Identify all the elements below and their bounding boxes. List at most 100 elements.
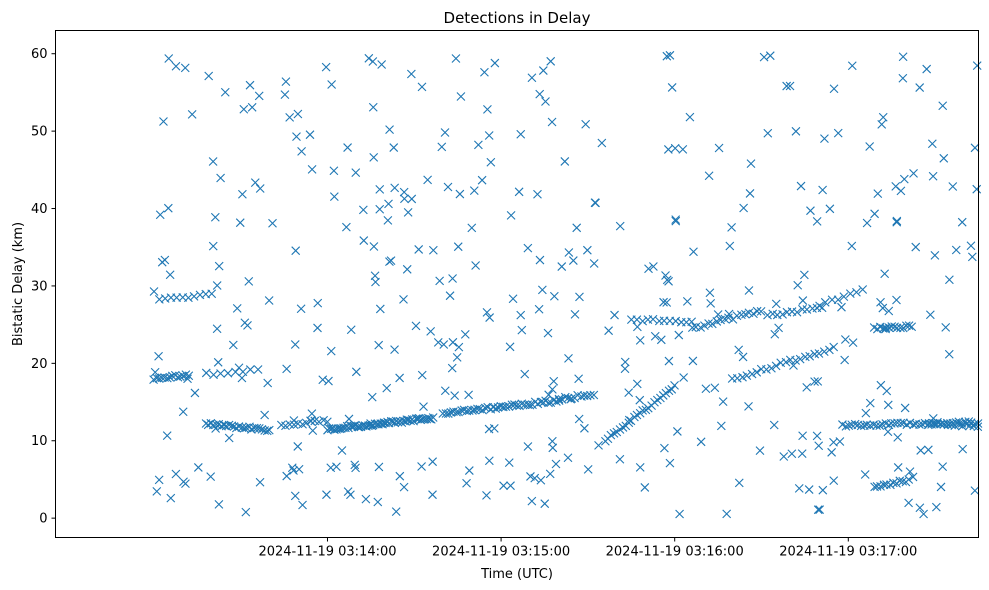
detection-point	[426, 326, 436, 336]
detection-point	[204, 71, 214, 81]
detection-point	[930, 250, 940, 260]
detection-point	[386, 256, 396, 265]
detection-point	[452, 352, 462, 362]
detection-point	[833, 128, 843, 138]
detection-point	[718, 397, 728, 407]
detection-point	[440, 128, 450, 137]
detection-point	[247, 425, 256, 434]
detection-point	[865, 398, 875, 408]
detection-point	[512, 401, 522, 411]
detection-point	[762, 365, 771, 374]
detection-point	[824, 345, 834, 355]
detection-point	[865, 142, 875, 151]
detection-point	[164, 54, 174, 63]
detection-point	[514, 187, 524, 197]
detection-point	[154, 374, 164, 383]
detection-point	[724, 313, 733, 323]
detection-point	[820, 134, 829, 143]
detection-point	[648, 262, 658, 271]
detection-point	[217, 421, 226, 431]
detection-point	[925, 310, 935, 320]
detection-point	[173, 372, 183, 382]
detection-point	[252, 423, 262, 433]
detection-point	[255, 184, 265, 193]
detection-point	[377, 60, 387, 69]
detection-point	[541, 97, 550, 106]
detection-point	[734, 345, 744, 355]
detection-point	[825, 204, 835, 214]
detection-point	[390, 183, 400, 193]
detection-point	[313, 298, 323, 308]
detection-point	[713, 310, 723, 319]
detection-point	[291, 246, 301, 256]
detection-point	[452, 407, 461, 417]
detection-point	[742, 371, 752, 381]
detection-point	[931, 502, 941, 512]
detection-point	[375, 304, 385, 314]
detection-point	[802, 383, 812, 392]
detection-point	[365, 420, 375, 430]
detection-point	[732, 373, 742, 383]
detection-point	[228, 340, 238, 350]
detection-point	[632, 379, 642, 389]
detection-point	[767, 363, 776, 373]
detection-point	[892, 295, 901, 305]
detection-point	[290, 491, 300, 501]
detection-point	[932, 419, 942, 429]
detection-point	[344, 414, 354, 424]
detection-point	[166, 493, 176, 503]
detection-point	[384, 199, 393, 209]
detection-point	[517, 325, 527, 335]
detection-point	[307, 409, 317, 419]
detection-point	[610, 310, 619, 320]
detection-point	[210, 212, 220, 222]
detection-point	[972, 184, 982, 194]
detection-point	[456, 92, 466, 101]
detection-point	[285, 113, 295, 122]
detection-point	[184, 371, 194, 381]
detection-point	[892, 216, 902, 226]
detection-point	[671, 215, 681, 225]
detection-point	[860, 470, 870, 479]
detection-point	[321, 62, 331, 72]
detection-point	[563, 453, 573, 463]
detection-point	[193, 463, 203, 472]
detection-point	[847, 61, 857, 71]
detection-point	[224, 433, 234, 443]
detection-point	[290, 340, 300, 349]
detection-point	[907, 322, 917, 332]
detection-point	[383, 215, 393, 225]
detection-point	[936, 419, 945, 429]
detection-point	[924, 419, 934, 428]
detection-point	[301, 418, 311, 428]
detection-point	[747, 369, 757, 379]
detection-point	[516, 310, 526, 320]
detection-point	[411, 321, 421, 331]
detection-point	[893, 463, 903, 472]
detection-point	[527, 73, 537, 83]
detection-point	[238, 189, 247, 199]
detection-point	[806, 206, 815, 216]
detection-point	[406, 69, 416, 79]
detection-point	[704, 319, 713, 328]
detection-point	[581, 119, 591, 129]
detection-point	[856, 421, 866, 431]
detection-point	[881, 324, 890, 334]
detection-point	[970, 486, 980, 496]
detection-point	[505, 342, 515, 352]
detection-point	[847, 241, 857, 251]
detection-point	[403, 207, 413, 217]
detection-point	[450, 391, 460, 401]
detection-point	[346, 325, 356, 335]
detection-point	[453, 242, 463, 252]
detection-point	[597, 138, 607, 148]
detection-point	[374, 340, 384, 350]
detection-point	[313, 323, 322, 333]
detection-point	[839, 292, 849, 302]
detection-point	[337, 446, 347, 455]
detection-point	[896, 186, 906, 196]
detection-point	[464, 406, 474, 416]
detection-point	[870, 482, 879, 492]
detection-point	[585, 390, 595, 400]
detection-point	[893, 433, 903, 442]
